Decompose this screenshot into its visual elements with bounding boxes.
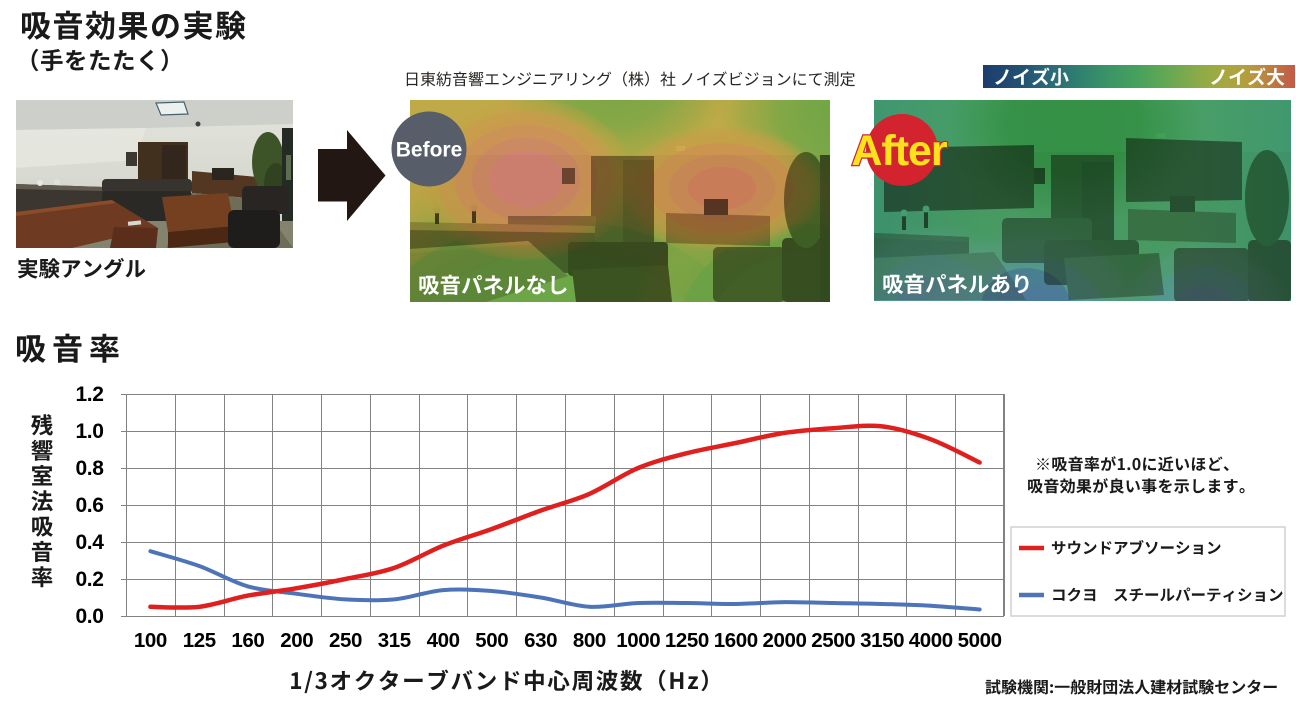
svg-text:315: 315 <box>378 629 411 652</box>
svg-text:800: 800 <box>573 629 606 652</box>
svg-text:After: After <box>851 127 948 175</box>
svg-text:0.4: 0.4 <box>76 531 105 554</box>
svg-text:125: 125 <box>183 629 216 652</box>
svg-text:200: 200 <box>280 629 313 652</box>
svg-text:500: 500 <box>475 629 508 652</box>
svg-text:1000: 1000 <box>616 629 660 652</box>
svg-text:5000: 5000 <box>958 629 1002 652</box>
svg-text:630: 630 <box>524 629 557 652</box>
svg-text:1.2: 1.2 <box>76 383 104 406</box>
svg-text:2000: 2000 <box>762 629 806 652</box>
svg-text:160: 160 <box>231 629 264 652</box>
svg-text:4000: 4000 <box>909 629 953 652</box>
svg-text:Before: Before <box>396 139 463 162</box>
svg-text:400: 400 <box>427 629 460 652</box>
svg-text:2500: 2500 <box>811 629 855 652</box>
svg-text:1250: 1250 <box>665 629 709 652</box>
svg-text:0.6: 0.6 <box>76 494 104 517</box>
svg-text:100: 100 <box>134 629 167 652</box>
svg-text:0.2: 0.2 <box>76 568 104 591</box>
svg-text:1600: 1600 <box>714 629 758 652</box>
svg-text:250: 250 <box>329 629 362 652</box>
svg-text:0.8: 0.8 <box>76 457 105 480</box>
svg-text:0.0: 0.0 <box>76 605 104 628</box>
svg-text:1.0: 1.0 <box>76 420 104 443</box>
svg-text:3150: 3150 <box>860 629 904 652</box>
